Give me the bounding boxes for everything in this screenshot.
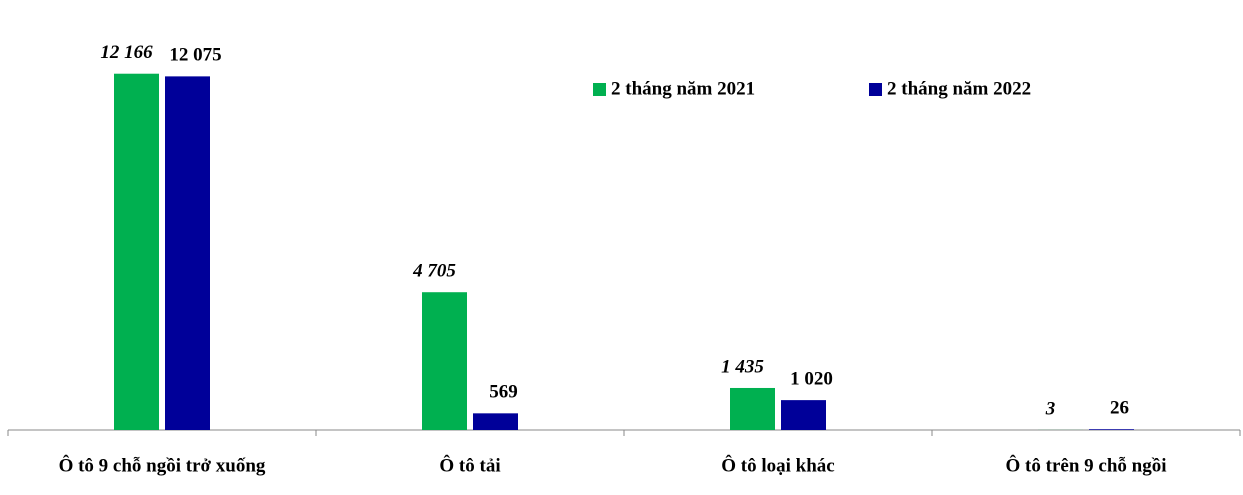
data-label: 3 — [1045, 398, 1056, 419]
data-label: 1 020 — [790, 368, 833, 389]
bar — [1089, 429, 1134, 430]
bar — [114, 73, 159, 431]
bar — [473, 413, 518, 430]
data-label: 1 435 — [721, 356, 764, 377]
bar — [781, 400, 826, 430]
data-label: 4 705 — [412, 261, 456, 282]
x-tick-label: Ô tô loại khác — [721, 454, 834, 476]
bar — [165, 76, 210, 430]
data-label: 26 — [1110, 398, 1129, 419]
data-label: 569 — [489, 382, 518, 403]
data-label: 12 166 — [100, 42, 153, 63]
legend-swatch — [593, 83, 606, 96]
x-tick-label: Ô tô tải — [439, 454, 500, 476]
legend-swatch — [869, 83, 882, 96]
legend-label: 2 tháng năm 2021 — [611, 78, 755, 99]
legend-label: 2 tháng năm 2022 — [887, 78, 1031, 99]
x-tick-label: Ô tô trên 9 chỗ ngồi — [1006, 454, 1167, 476]
data-label: 12 075 — [169, 45, 221, 66]
bar — [422, 292, 467, 430]
x-tick-label: Ô tô 9 chỗ ngồi trở xuống — [59, 454, 266, 476]
bar — [730, 387, 775, 430]
